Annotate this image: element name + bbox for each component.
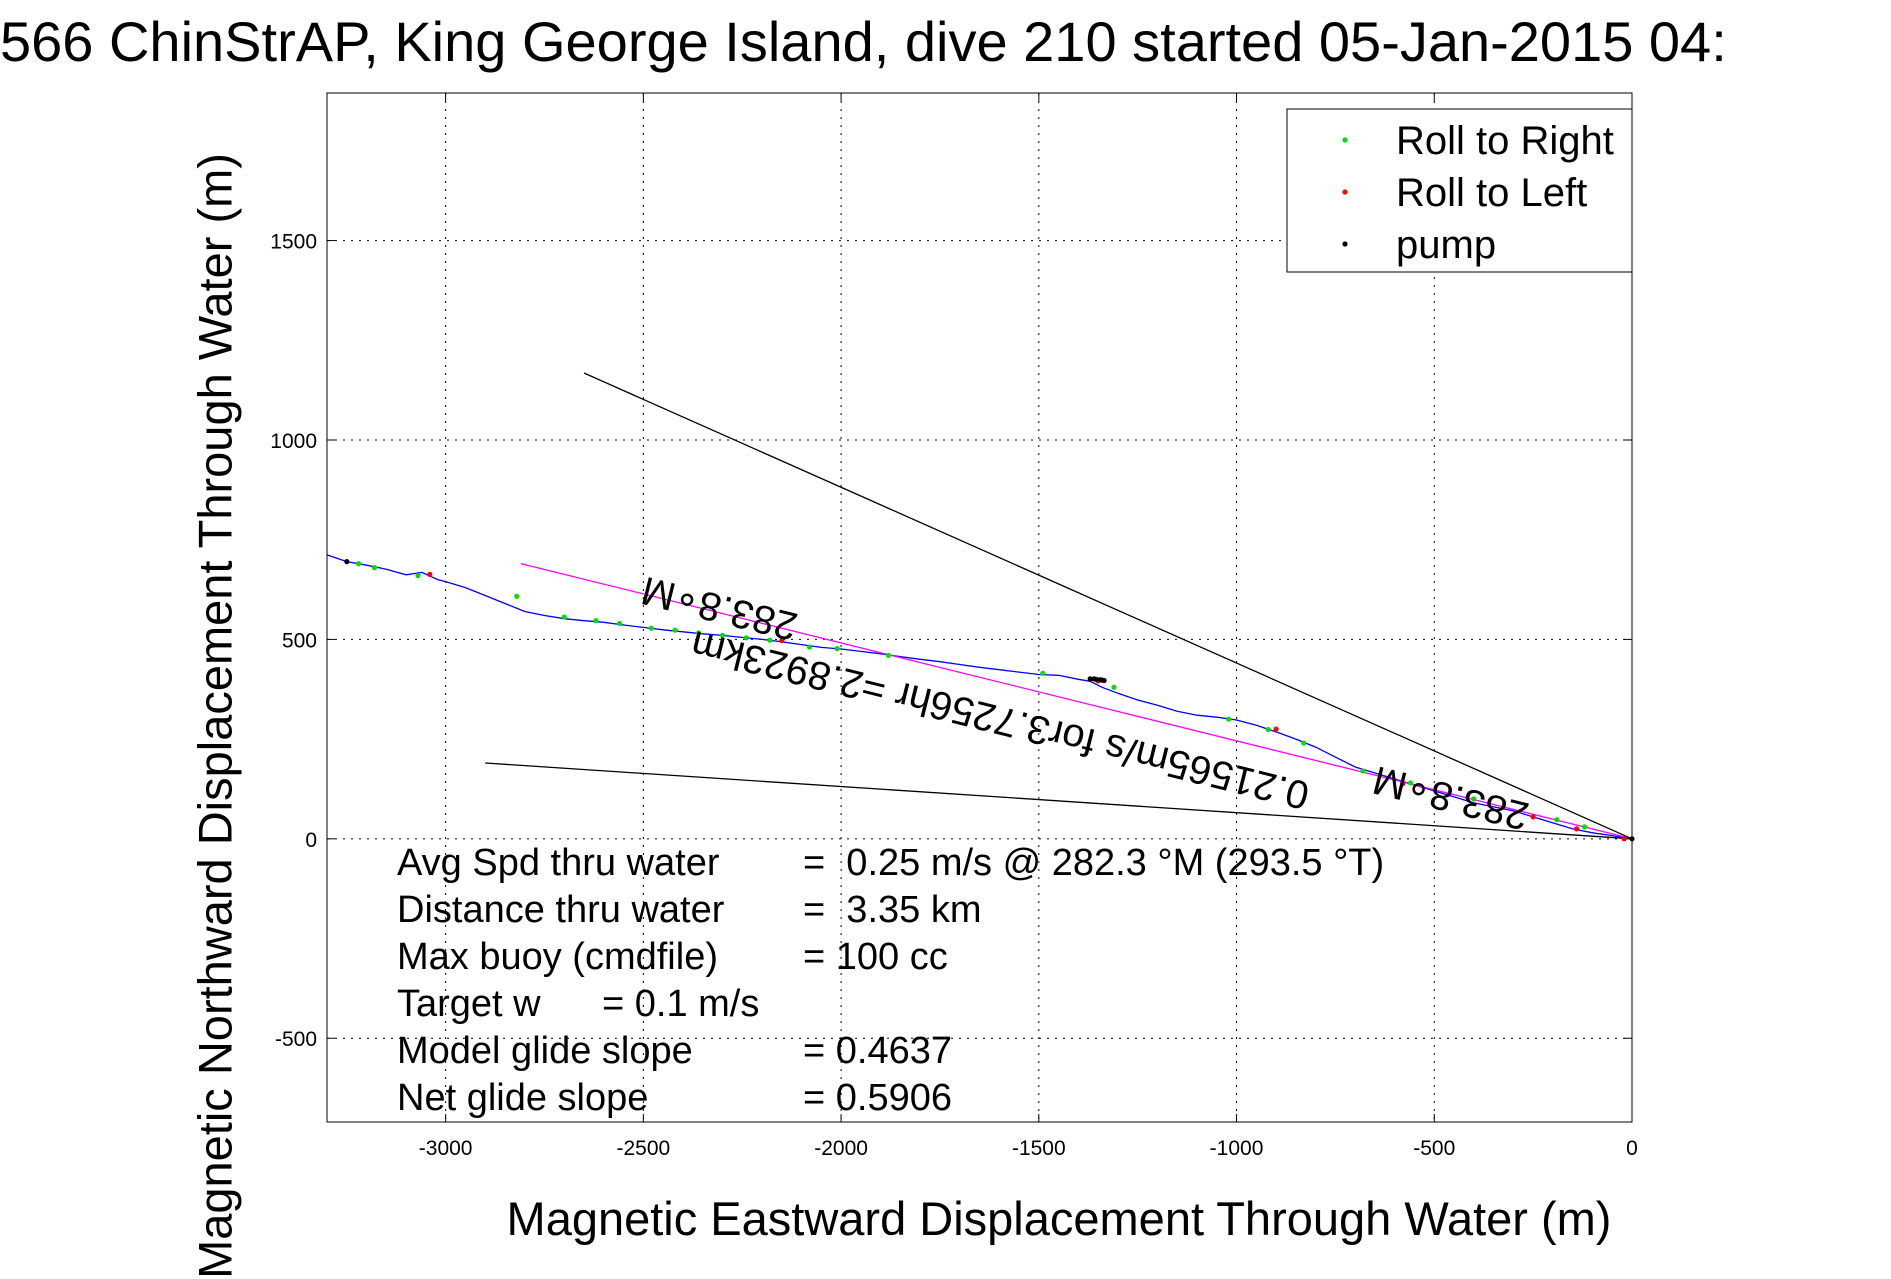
x-tick-label: -3000	[419, 1137, 473, 1160]
roll-left-marker	[1400, 781, 1406, 787]
series-line-2	[583, 372, 1633, 840]
roll-right-marker	[1407, 780, 1414, 786]
legend-marker	[1342, 241, 1348, 247]
x-tick-label: -500	[1413, 1137, 1455, 1160]
annotation-label: 283.8∘M	[1369, 757, 1533, 838]
legend-label: Roll to Right	[1396, 119, 1614, 163]
info-line-value: = 100 cc	[803, 936, 948, 978]
roll-left-marker	[1273, 726, 1279, 732]
y-tick-label: 0	[305, 829, 317, 852]
x-axis-label: Magnetic Eastward Displacement Through W…	[506, 1192, 1612, 1245]
x-tick-label: -2000	[814, 1137, 868, 1160]
series-line-1	[520, 562, 1633, 840]
roll-right-marker	[672, 627, 678, 633]
info-line-label: Net glide slope	[397, 1077, 648, 1119]
info-line-value: = 0.1 m/s	[602, 983, 759, 1025]
roll-right-marker	[1471, 796, 1477, 802]
pump-marker	[1101, 677, 1107, 684]
x-tick-label: -1500	[1012, 1137, 1066, 1160]
pump-marker	[1087, 676, 1093, 682]
roll-right-marker	[1265, 726, 1271, 733]
roll-right-marker	[593, 618, 599, 624]
roll-right-marker	[1301, 740, 1307, 746]
roll-right-marker	[1111, 684, 1117, 690]
info-line-value: = 0.4637	[803, 1030, 952, 1072]
roll-right-marker	[561, 614, 567, 620]
roll-left-marker	[1621, 836, 1627, 842]
roll-left-marker	[427, 571, 433, 578]
roll-right-marker	[1226, 716, 1232, 722]
roll-right-marker	[1581, 824, 1588, 830]
annotation-label: 0.21565m/s for3.7256hr =2.8923km	[687, 622, 1314, 817]
y-tick-label: 500	[282, 629, 317, 652]
y-tick-label: -500	[275, 1028, 317, 1051]
axes-frame	[326, 92, 1633, 1123]
roll-right-marker	[719, 632, 726, 639]
roll-right-marker	[806, 644, 813, 650]
grid	[327, 93, 1633, 1122]
chart-title: 566 ChinStrAP, King George Island, dive …	[0, 10, 1727, 73]
roll-left-marker	[779, 638, 785, 644]
legend-label: pump	[1396, 223, 1496, 267]
roll-right-marker	[371, 565, 378, 571]
legend-marker	[1342, 137, 1348, 143]
legend: Roll to Right Roll to Left pump	[1286, 108, 1633, 273]
info-line-label: Model glide slope	[397, 1030, 693, 1072]
y-tick-label: 1000	[270, 430, 317, 453]
roll-right-marker	[1554, 817, 1560, 823]
roll-right-marker	[415, 573, 421, 579]
roll-right-marker	[767, 637, 773, 643]
roll-left-marker	[1530, 814, 1536, 820]
info-line-label: Target w	[397, 983, 541, 1025]
axis-ticks: -3000 -2500 -2000 -1500 -1000 -500 0 -500 0 500 10…	[270, 93, 1638, 1160]
x-tick-label: -2500	[617, 1137, 671, 1160]
info-block: Avg Spd thru water = 0.25 m/s @ 282.3 °M …	[397, 842, 1384, 1119]
info-line-value: = 3.35 km	[803, 889, 981, 931]
x-tick-label: -1000	[1210, 1137, 1264, 1160]
roll-right-marker	[1360, 768, 1366, 774]
roll-right-marker	[743, 635, 749, 641]
series-lines	[326, 372, 1633, 840]
roll-right-marker	[1040, 670, 1046, 676]
series-line-3	[485, 762, 1633, 840]
roll-right-marker	[885, 652, 892, 659]
pump-marker	[344, 559, 350, 565]
roll-right-marker	[356, 561, 362, 567]
roll-right-marker	[696, 630, 702, 636]
info-line-value: = 0.5906	[803, 1077, 952, 1119]
series-markers	[344, 559, 1635, 842]
pump-marker	[1093, 676, 1099, 682]
info-line-label: Distance thru water	[397, 889, 725, 931]
roll-right-marker	[834, 646, 840, 652]
info-line-label: Avg Spd thru water	[397, 842, 720, 884]
info-line-value: = 0.25 m/s @ 282.3 °M (293.5 °T)	[803, 842, 1384, 884]
info-line-label: Max buoy (cmdfile)	[397, 936, 718, 978]
roll-right-marker	[617, 620, 623, 627]
legend-label: Roll to Left	[1396, 171, 1587, 215]
y-tick-label: 1500	[270, 231, 317, 254]
roll-left-marker	[1574, 826, 1580, 832]
roll-right-marker	[514, 593, 520, 599]
legend-marker	[1342, 189, 1348, 195]
x-tick-label: 0	[1626, 1137, 1638, 1160]
roll-right-marker	[648, 625, 654, 631]
